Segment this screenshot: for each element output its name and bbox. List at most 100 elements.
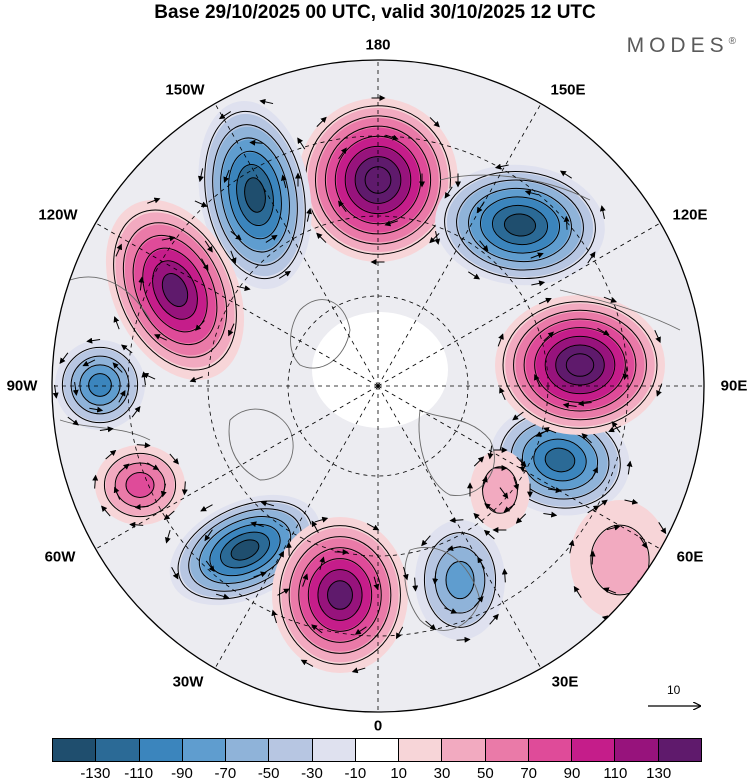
wind-vector — [101, 505, 111, 517]
colorbar-swatch — [96, 739, 140, 761]
lon-label-90e: 90E — [720, 377, 748, 395]
colorbar-tick-label: 70 — [520, 765, 537, 782]
wind-vector — [573, 585, 582, 598]
wind-vector — [563, 215, 570, 230]
colorbar-swatch — [658, 739, 701, 761]
wind-vector — [395, 626, 404, 640]
wind-vector — [253, 571, 267, 578]
wind-vector — [501, 568, 508, 583]
wind-vector — [260, 500, 275, 507]
wind-vector — [534, 374, 541, 387]
wind-vector — [105, 449, 117, 460]
coastline — [228, 408, 294, 481]
vector-key-arrow — [648, 683, 706, 713]
lon-label-120e: 120E — [672, 206, 708, 224]
lon-label-60w: 60W — [44, 548, 76, 566]
wind-vector — [215, 593, 230, 600]
contour-line — [236, 163, 274, 227]
wind-vector — [476, 201, 485, 214]
wind-vector — [512, 411, 524, 421]
wind-vector — [189, 376, 203, 383]
contour-line — [122, 222, 228, 358]
lon-label-0: 0 — [373, 717, 383, 735]
wind-vector — [319, 556, 326, 570]
polar-cap — [312, 312, 448, 428]
lon-label-30e: 30E — [551, 673, 579, 691]
wind-vector — [597, 327, 610, 336]
wind-vector — [402, 566, 409, 581]
contour-line — [544, 335, 616, 395]
wind-vector — [385, 134, 399, 141]
wind-vector — [115, 243, 122, 257]
contour-line — [152, 260, 198, 320]
contour-line — [113, 209, 237, 371]
wind-vector — [503, 503, 516, 513]
wind-vector — [164, 530, 171, 544]
wind-vector — [129, 521, 144, 528]
colorbar-swatch — [53, 739, 97, 761]
lon-label-60e: 60E — [676, 548, 704, 566]
contour-line — [423, 532, 497, 628]
wind-vector — [581, 433, 592, 444]
wind-vector — [181, 481, 188, 496]
wind-vector — [112, 362, 123, 373]
wind-vector — [373, 576, 380, 591]
wind-vector — [316, 232, 327, 243]
wind-vector — [314, 516, 329, 523]
contour-line — [503, 213, 537, 237]
colorbar-tick-label: 30 — [433, 765, 451, 782]
wind-vector — [236, 285, 251, 292]
positive-anomaly — [272, 517, 408, 673]
wind-vector — [204, 529, 213, 542]
contour-line — [230, 539, 260, 561]
contour-fill — [446, 561, 474, 599]
chart-title: Base 29/10/2025 00 UTC, valid 30/10/2025… — [154, 2, 596, 23]
wind-vector — [432, 570, 439, 585]
wind-vector — [444, 607, 458, 614]
lon-label-120w: 120W — [38, 206, 78, 224]
contour-line — [298, 547, 382, 643]
wind-vector — [302, 573, 309, 587]
wind-vector — [587, 505, 600, 514]
wind-vector — [589, 550, 596, 565]
contour-fill — [88, 373, 112, 397]
colorbar-tick-label: 50 — [476, 765, 494, 782]
positive-anomaly — [470, 450, 530, 530]
wind-vector — [366, 523, 380, 531]
positive-anomaly — [495, 295, 665, 435]
wind-vector — [118, 389, 126, 403]
brand-mark: ® — [728, 36, 736, 47]
wind-vector — [351, 667, 366, 674]
contour-line — [533, 438, 587, 482]
contour-line — [555, 344, 605, 386]
wind-vector — [141, 371, 148, 386]
contour-line — [456, 179, 584, 271]
contour-line — [468, 187, 572, 263]
wind-vector — [425, 620, 437, 631]
wind-vector — [654, 330, 661, 343]
wind-vector — [484, 503, 496, 512]
wind-vector — [608, 425, 622, 433]
colorbar-swatch — [442, 739, 486, 761]
wind-vector — [113, 316, 120, 330]
colorbar-tick-label: 90 — [563, 765, 581, 782]
vector-key-label: 10 — [667, 683, 681, 697]
wind-vector — [169, 453, 179, 465]
colorbar-swatch — [399, 739, 443, 761]
wind-vector — [639, 536, 648, 549]
wind-vector — [86, 337, 101, 344]
contour-fill — [126, 472, 154, 498]
contour-fill — [483, 467, 517, 513]
brand-logo: MODES® — [627, 34, 736, 58]
contour-line — [103, 452, 177, 518]
wind-vector — [412, 577, 419, 592]
wind-vector — [194, 200, 208, 207]
wind-vector — [138, 276, 145, 291]
wind-vector — [624, 498, 639, 505]
wind-vector — [134, 504, 149, 511]
contour-line — [307, 558, 373, 632]
colorbar-swatch — [312, 739, 356, 761]
contour-line — [220, 137, 290, 253]
wind-vector — [421, 535, 431, 547]
colorbar-tick-label: -90 — [171, 765, 193, 782]
